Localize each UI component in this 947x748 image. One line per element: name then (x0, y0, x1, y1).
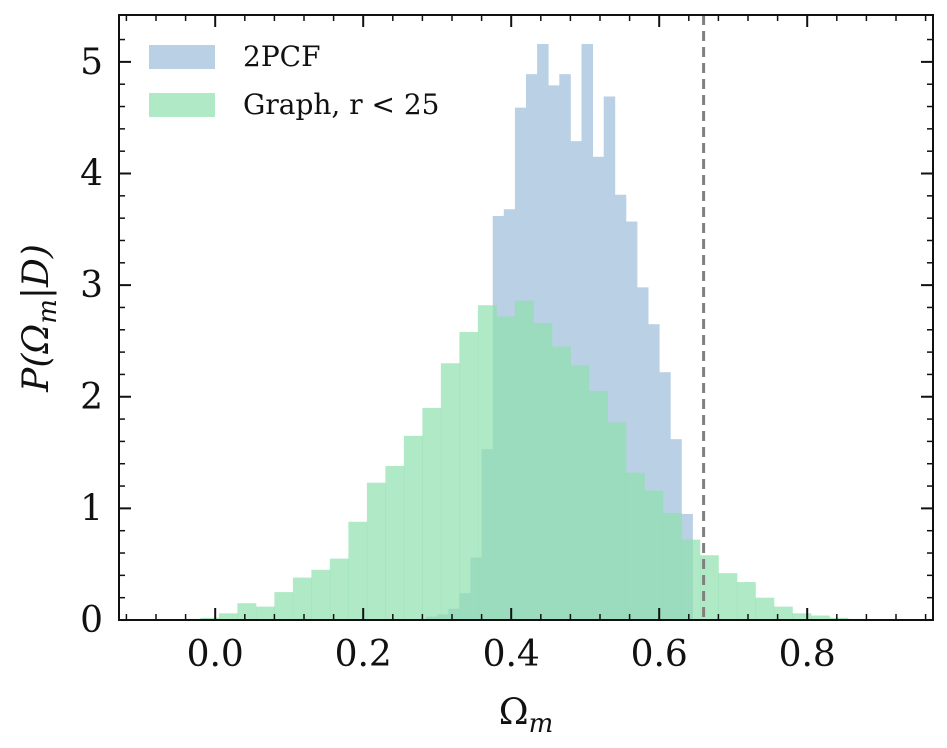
bar (274, 592, 294, 620)
y-tick-label: 2 (80, 377, 103, 418)
bar (699, 555, 719, 620)
y-tick-label: 1 (80, 488, 103, 529)
bar (403, 435, 423, 620)
bar (607, 422, 627, 620)
bar (829, 617, 849, 620)
x-tick-label: 0.4 (483, 634, 540, 675)
bar (773, 606, 793, 620)
legend-label: 2PCF (243, 40, 321, 73)
x-axis-label-main: Ω (499, 692, 529, 733)
bar (218, 613, 238, 620)
bar (366, 482, 386, 620)
y-tick-label: 5 (80, 42, 103, 83)
bar (625, 472, 645, 620)
bar (659, 372, 671, 620)
bar (681, 539, 701, 620)
series-1 (181, 300, 886, 620)
bar (736, 582, 756, 620)
y-tick-label: 0 (80, 600, 103, 641)
bar (588, 391, 608, 620)
y-axis-label: P(Ωm|D) (16, 244, 63, 393)
x-axis-label-sub: m (529, 709, 554, 739)
y-axis-label-pre: P(Ω (16, 324, 57, 393)
x-tick-label: 0.0 (187, 634, 244, 675)
bar (477, 305, 497, 620)
bar (810, 615, 830, 620)
bar (237, 603, 257, 620)
bars-layer (181, 44, 886, 621)
y-tick-label: 4 (80, 154, 103, 195)
legend: 2PCF Graph, r < 25 (149, 40, 439, 121)
bar (637, 287, 649, 620)
ticks-layer (119, 15, 933, 621)
x-tick-label: 0.2 (335, 634, 392, 675)
plot-frame (118, 14, 934, 621)
legend-swatch (149, 93, 215, 117)
bar (255, 606, 275, 620)
bar (496, 316, 516, 620)
legend-label: Graph, r < 25 (243, 88, 439, 121)
bar (625, 221, 638, 620)
bar (422, 407, 442, 620)
bar (514, 300, 534, 620)
x-tick-label: 0.8 (779, 634, 836, 675)
x-axis-label: Ωm (499, 692, 554, 739)
bar (459, 332, 479, 620)
bar (440, 363, 460, 620)
bar (648, 324, 660, 620)
bar (614, 194, 627, 620)
bar (533, 323, 553, 620)
bar (755, 597, 775, 620)
bar (792, 613, 812, 620)
y-axis-label-sub: m (33, 299, 63, 324)
bar (385, 465, 405, 620)
x-tick-label: 0.6 (631, 634, 688, 675)
bar (551, 346, 571, 620)
bar (348, 521, 368, 620)
bar (329, 558, 349, 620)
bar (662, 512, 682, 620)
legend-swatch (149, 45, 215, 69)
bar (570, 365, 590, 620)
bar (311, 569, 331, 620)
y-tick-label: 3 (80, 265, 103, 306)
bar (644, 490, 664, 620)
bar (592, 156, 605, 620)
bar (292, 577, 312, 620)
bar (603, 96, 616, 621)
bar (718, 573, 738, 620)
y-axis-label-post: |D) (16, 244, 57, 299)
bar (581, 44, 593, 620)
tick-labels-layer: 0.0 0.2 0.4 0.6 0.8 0 1 2 3 4 5 (80, 42, 836, 675)
bar (200, 617, 220, 620)
